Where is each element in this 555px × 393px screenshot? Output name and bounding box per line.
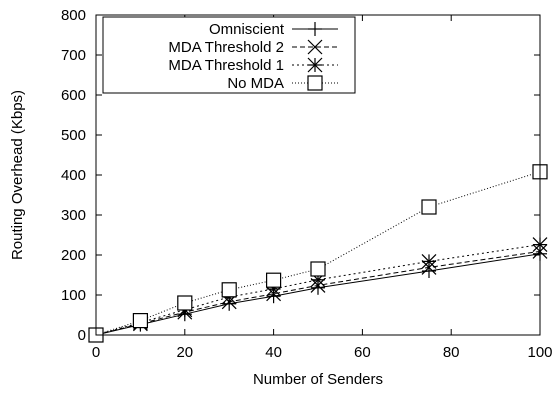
- legend-marker: [307, 75, 323, 91]
- y-tick-label: 400: [61, 167, 86, 184]
- x-tick-label: 60: [354, 344, 371, 361]
- x-tick-label: 0: [92, 344, 100, 361]
- x-tick-label: 80: [443, 344, 460, 361]
- data-point: [421, 253, 437, 269]
- x-axis-label: Number of Senders: [253, 371, 383, 388]
- series-3: [88, 164, 548, 343]
- y-tick-label: 100: [61, 287, 86, 304]
- legend-marker: [308, 22, 322, 36]
- data-point: [132, 313, 148, 329]
- plot-area-frame: [95, 14, 541, 336]
- data-point: [421, 199, 437, 215]
- data-point: [221, 282, 237, 298]
- y-tick-label: 300: [61, 207, 86, 224]
- legend-marker: [307, 39, 323, 55]
- legend-entry: MDA Threshold 2: [168, 39, 338, 56]
- legend-label: No MDA: [227, 75, 284, 92]
- axis-ticks: 0 20 40 60 80 100 0 100 200 300 400 500 600 700 800: [61, 7, 553, 361]
- y-tick-label: 600: [61, 87, 86, 104]
- y-tick-label: 0: [78, 327, 86, 344]
- legend-label: MDA Threshold 1: [168, 57, 284, 74]
- data-point: [266, 272, 282, 288]
- x-tick-label: 100: [527, 344, 552, 361]
- x-tick-label: 20: [176, 344, 193, 361]
- y-axis-label: Routing Overhead (Kbps): [9, 90, 26, 260]
- legend-label: MDA Threshold 2: [168, 39, 284, 56]
- legend-label: Omniscient: [209, 21, 285, 38]
- legend-entry: No MDA: [227, 75, 338, 92]
- legend-marker: [307, 57, 323, 73]
- legend-entry: Omniscient: [209, 21, 338, 38]
- legend-entry: MDA Threshold 1: [168, 57, 338, 74]
- data-point: [177, 295, 193, 311]
- y-tick-label: 200: [61, 247, 86, 264]
- data-point: [310, 261, 326, 277]
- y-tick-label: 500: [61, 127, 86, 144]
- y-tick-label: 700: [61, 47, 86, 64]
- series-line: [95, 250, 541, 336]
- series-line: [95, 244, 541, 336]
- y-tick-label: 800: [61, 7, 86, 24]
- x-tick-label: 40: [265, 344, 282, 361]
